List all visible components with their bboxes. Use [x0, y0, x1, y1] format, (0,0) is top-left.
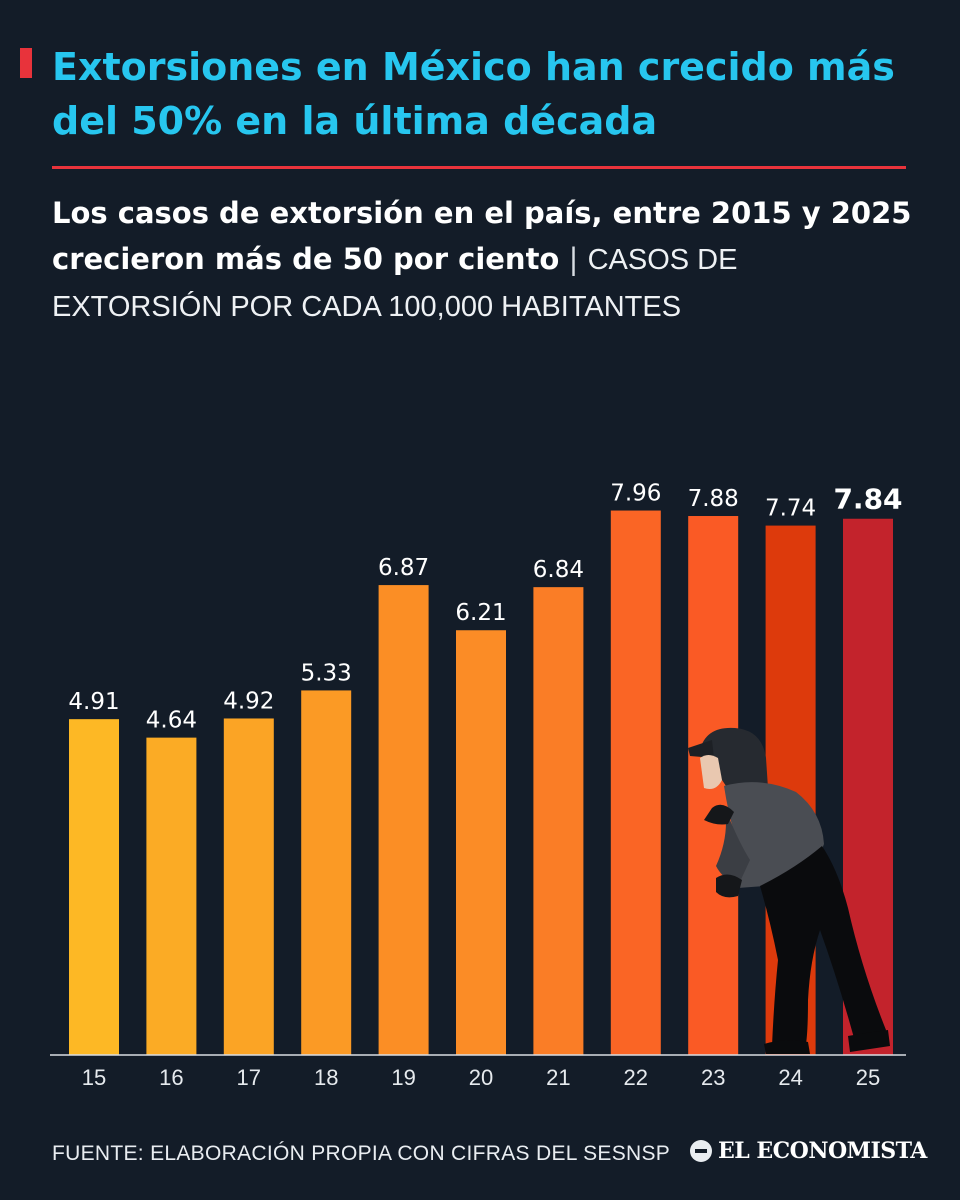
hooded-figure-icon: [688, 727, 890, 1054]
value-label-19: 6.87: [378, 555, 429, 581]
bar-22: [610, 510, 661, 1055]
bar-19: [378, 585, 429, 1055]
bars-group: [69, 510, 893, 1055]
subtitle-unit: CASOS DE EXTORSIÓN POR CADA 100,000 HABI…: [52, 244, 738, 323]
publisher-logo: EL ECONOMISTA: [690, 1138, 927, 1164]
title-divider: [52, 166, 906, 169]
bar-chart: 4.91 4.64 4.92 5.33 6.87 6.21 6.84 7.96 7.88 7.74…: [50, 481, 906, 1090]
x-tick-19: 19: [391, 1065, 415, 1090]
value-label-24: 7.74: [765, 496, 816, 522]
value-label-15: 4.91: [68, 689, 119, 715]
x-tick-18: 18: [314, 1065, 338, 1090]
value-label-22: 7.96: [610, 481, 661, 507]
x-tick-17: 17: [237, 1065, 261, 1090]
title-marker: [20, 48, 32, 78]
value-labels-group: 4.91 4.64 4.92 5.33 6.87 6.21 6.84 7.96 7.88 7.74…: [68, 481, 902, 734]
value-label-21: 6.84: [533, 557, 584, 583]
value-label-23: 7.88: [688, 486, 739, 512]
logo-mark-icon: [690, 1140, 712, 1162]
value-label-25: 7.84: [833, 483, 902, 516]
x-tick-20: 20: [469, 1065, 493, 1090]
x-tick-15: 15: [82, 1065, 106, 1090]
logo-text: EL ECONOMISTA: [718, 1138, 927, 1164]
x-tick-labels-group: 15 16 17 18 19 20 21 22 23 24 25: [82, 1065, 880, 1090]
bar-17: [223, 718, 274, 1055]
value-label-17: 4.92: [223, 688, 274, 714]
x-tick-16: 16: [159, 1065, 183, 1090]
bar-20: [456, 630, 506, 1055]
bar-16: [146, 737, 197, 1055]
chart-subtitle: Los casos de extorsión en el país, entre…: [52, 190, 912, 330]
source-note: FUENTE: ELABORACIÓN PROPIA CON CIFRAS DE…: [52, 1142, 671, 1165]
value-label-16: 4.64: [146, 708, 197, 734]
x-tick-23: 23: [701, 1065, 725, 1090]
x-tick-25: 25: [856, 1065, 880, 1090]
page-title: Extorsiones en México han crecido más de…: [52, 45, 895, 143]
value-label-18: 5.33: [301, 660, 352, 686]
value-label-20: 6.21: [455, 600, 506, 626]
bar-15: [69, 719, 119, 1055]
subtitle-separator: |: [559, 242, 588, 276]
x-tick-21: 21: [546, 1065, 570, 1090]
bar-21: [533, 587, 584, 1055]
bar-18: [301, 690, 352, 1055]
x-tick-24: 24: [778, 1065, 802, 1090]
x-tick-22: 22: [624, 1065, 648, 1090]
subtitle-bold: Los casos de extorsión en el país, entre…: [52, 196, 912, 276]
